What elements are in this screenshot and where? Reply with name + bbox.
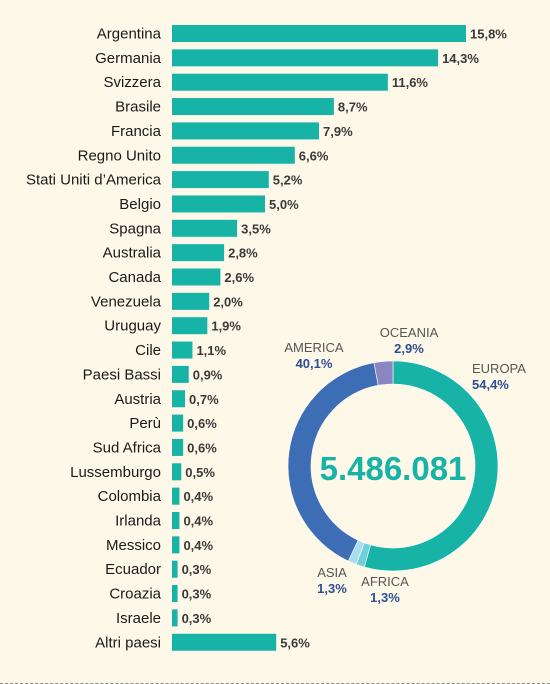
slice-value-asia: 1,3% [317, 581, 347, 596]
category-label: Irlanda [115, 513, 162, 530]
bar [172, 633, 277, 651]
category-label: Israele [116, 610, 161, 627]
category-label: Croazia [109, 586, 161, 603]
category-label: Spagna [109, 220, 161, 237]
category-label: Canada [108, 269, 161, 286]
bar [172, 268, 221, 286]
value-label: 0,9% [193, 367, 223, 382]
value-label: 0,6% [187, 416, 217, 431]
value-label: 0,7% [189, 392, 219, 407]
value-label: 5,2% [273, 173, 303, 188]
bar [172, 585, 178, 603]
value-label: 0,3% [182, 562, 212, 577]
value-label: 3,5% [241, 221, 271, 236]
bar [172, 390, 186, 408]
category-label: Altri paesi [95, 634, 161, 651]
bar [172, 512, 180, 529]
category-label: Messico [106, 537, 161, 554]
value-label: 0,3% [182, 587, 212, 602]
bar [172, 438, 184, 456]
value-label: 6,6% [299, 148, 329, 163]
bar [172, 146, 295, 164]
slice-value-america: 40,1% [296, 356, 333, 371]
bar [172, 219, 238, 237]
bar [172, 122, 319, 140]
slice-value-africa: 1,3% [370, 590, 400, 605]
category-label: Austria [114, 391, 161, 408]
slice-name-america: AMERICA [284, 340, 344, 355]
slice-value-oceania: 2,9% [394, 341, 424, 356]
category-label: Lussemburgo [70, 464, 161, 481]
slice-name-africa: AFRICA [361, 574, 409, 589]
bar [172, 560, 178, 578]
value-label: 11,6% [392, 75, 429, 90]
category-label: Ecuador [105, 561, 161, 578]
donut-slice-oceania [373, 360, 394, 386]
value-label: 5,6% [280, 635, 310, 650]
bar [172, 25, 466, 42]
bar [172, 171, 269, 189]
bar [172, 536, 180, 554]
donut-slice-europa [363, 360, 499, 572]
category-label: Australia [103, 245, 162, 262]
category-label: Brasile [115, 99, 161, 116]
value-label: 15,8% [470, 27, 507, 42]
bar [172, 414, 184, 432]
bar [172, 341, 193, 359]
bar [172, 463, 182, 481]
bar [172, 73, 388, 91]
category-label: Perù [129, 415, 161, 432]
slice-value-europa: 54,4% [472, 377, 509, 392]
bar [172, 487, 180, 505]
bar [172, 365, 189, 383]
bar [172, 244, 225, 262]
slice-name-asia: ASIA [317, 565, 347, 580]
category-label: Argentina [97, 26, 162, 43]
bar-chart: Argentina 15,8% Germania 14,3% Svizzera 11,6%… [26, 25, 507, 651]
category-label: Stati Uniti d’America [26, 172, 162, 189]
category-label: Francia [111, 123, 162, 140]
value-label: 2,8% [228, 246, 258, 261]
value-label: 2,6% [224, 270, 254, 285]
category-label: Paesi Bassi [83, 366, 161, 383]
category-label: Venezuela [91, 293, 162, 310]
category-label: Svizzera [103, 74, 161, 91]
bar [172, 98, 334, 116]
donut-chart: EUROPA54,4%AFRICA1,3%ASIA1,3%AMERICA40,1… [284, 325, 526, 605]
bar [172, 292, 210, 310]
value-label: 8,7% [338, 100, 368, 115]
donut-total-label: 5.486.081 [320, 450, 467, 487]
value-label: 1,9% [211, 319, 241, 334]
value-label: 7,9% [323, 124, 353, 139]
category-label: Colombia [98, 488, 162, 505]
bar [172, 609, 178, 627]
category-label: Cile [135, 342, 161, 359]
category-label: Uruguay [104, 318, 161, 335]
category-label: Belgio [119, 196, 161, 213]
slice-name-oceania: OCEANIA [380, 325, 439, 340]
value-label: 14,3% [442, 51, 479, 66]
value-label: 0,5% [185, 465, 215, 480]
bar [172, 317, 208, 335]
category-label: Sud Africa [93, 439, 162, 456]
bar [172, 195, 266, 213]
category-label: Germania [95, 50, 162, 67]
value-label: 0,4% [183, 514, 213, 529]
value-label: 1,1% [196, 343, 226, 358]
value-label: 0,4% [183, 538, 213, 553]
value-label: 0,3% [182, 611, 212, 626]
slice-name-europa: EUROPA [472, 361, 526, 376]
value-label: 2,0% [213, 294, 243, 309]
category-label: Regno Unito [78, 147, 161, 164]
value-label: 0,4% [183, 489, 213, 504]
bar [172, 49, 439, 67]
value-label: 5,0% [269, 197, 299, 212]
value-label: 0,6% [187, 440, 217, 455]
